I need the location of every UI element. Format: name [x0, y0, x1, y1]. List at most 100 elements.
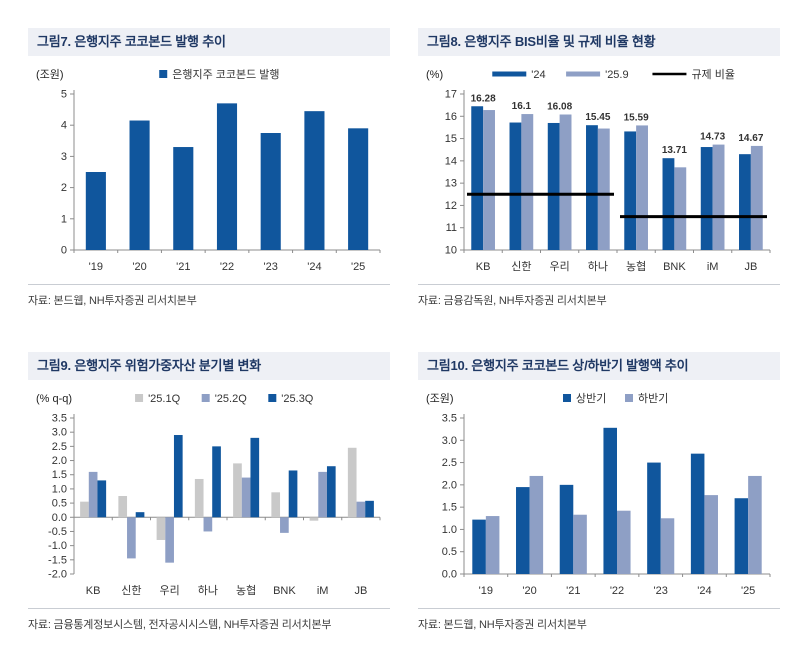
figure7-panel: 그림7. 은행지주 코코본드 발행 추이 0 1 2 3 4 5 '19 '20 '21 '22 '…	[28, 28, 390, 308]
svg-text:1.5: 1.5	[52, 469, 67, 481]
figure9-chart: -2.0 -1.5 -1.0 -0.5 0.0 0.5 1.0 1.5 2.0 2.5 3.0 3.5…	[28, 380, 390, 608]
svg-text:1.5: 1.5	[442, 502, 457, 514]
figure8-source: 자료: 금융감독원, NH투자증권 리서치본부	[418, 284, 780, 308]
svg-text:-0.5: -0.5	[48, 526, 67, 538]
svg-text:3: 3	[61, 151, 67, 163]
svg-text:10: 10	[445, 245, 457, 257]
svg-text:-1.0: -1.0	[48, 540, 67, 552]
svg-text:0: 0	[61, 245, 67, 257]
svg-text:4: 4	[61, 120, 67, 132]
svg-text:(%): (%)	[426, 69, 443, 81]
svg-text:14: 14	[445, 155, 457, 167]
svg-text:'21: '21	[176, 261, 190, 273]
svg-text:13.71: 13.71	[662, 145, 687, 156]
svg-text:-2.0: -2.0	[48, 569, 67, 581]
svg-text:5: 5	[61, 89, 67, 101]
svg-text:2.0: 2.0	[442, 479, 457, 491]
svg-text:0.5: 0.5	[442, 546, 457, 558]
svg-text:(조원): (조원)	[426, 392, 454, 405]
svg-text:KB: KB	[86, 585, 101, 597]
svg-text:3.5: 3.5	[442, 413, 457, 425]
svg-text:JB: JB	[744, 261, 757, 273]
svg-text:'23: '23	[264, 261, 278, 273]
svg-text:하나: 하나	[198, 583, 218, 597]
svg-text:'25.2Q: '25.2Q	[215, 393, 248, 405]
svg-text:하반기: 하반기	[638, 391, 668, 405]
svg-text:iM: iM	[317, 585, 329, 597]
svg-text:BNK: BNK	[663, 261, 686, 273]
svg-text:'23: '23	[654, 585, 668, 597]
svg-text:신한: 신한	[121, 584, 141, 597]
svg-text:JB: JB	[354, 585, 367, 597]
svg-text:16.08: 16.08	[547, 102, 572, 113]
svg-text:2.5: 2.5	[442, 457, 457, 469]
svg-text:'24: '24	[697, 585, 711, 597]
svg-text:'24: '24	[531, 69, 545, 81]
svg-text:13: 13	[445, 178, 457, 190]
svg-text:15.45: 15.45	[585, 112, 610, 123]
svg-text:상반기: 상반기	[576, 392, 606, 405]
svg-text:농협: 농협	[236, 584, 256, 597]
svg-text:iM: iM	[707, 261, 719, 273]
svg-text:'20: '20	[522, 585, 536, 597]
svg-text:16: 16	[445, 111, 457, 123]
svg-text:우리: 우리	[550, 260, 570, 273]
svg-text:'21: '21	[566, 585, 580, 597]
svg-text:11: 11	[446, 222, 457, 234]
figure10-chart: 0.0 0.5 1.0 1.5 2.0 2.5 3.0 3.5 '19 '20 '21 '22 '23 '…	[418, 380, 780, 608]
svg-text:16.28: 16.28	[471, 93, 496, 104]
svg-text:12: 12	[445, 200, 457, 212]
svg-text:'22: '22	[220, 261, 234, 273]
figure9-title: 그림9. 은행지주 위험가중자산 분기별 변화	[28, 352, 390, 380]
svg-text:'20: '20	[132, 261, 146, 273]
svg-text:(조원): (조원)	[36, 68, 64, 81]
svg-text:'22: '22	[610, 585, 624, 597]
figure10-source: 자료: 본드웹, NH투자증권 리서치본부	[418, 608, 780, 632]
svg-text:'25: '25	[741, 585, 755, 597]
figure7-source: 자료: 본드웹, NH투자증권 리서치본부	[28, 284, 390, 308]
figure7-title: 그림7. 은행지주 코코본드 발행 추이	[28, 28, 390, 56]
svg-text:하나: 하나	[588, 259, 608, 273]
figure9-source: 자료: 금융통계정보시스템, 전자공시시스템, NH투자증권 리서치본부	[28, 608, 390, 632]
svg-text:KB: KB	[476, 261, 491, 273]
svg-text:1.0: 1.0	[442, 524, 457, 536]
svg-text:농협: 농협	[626, 260, 646, 273]
svg-text:우리: 우리	[160, 584, 180, 597]
figure9-bar-chart: -2.0 -1.5 -1.0 -0.5 0.0 0.5 1.0 1.5 2.0 2.5 3.0 3.5…	[36, 393, 381, 597]
figure7-bar-chart: 0 1 2 3 4 5 '19 '20 '21 '22 '23 '24 '25 (조원) 은행지주 코코본드…	[36, 68, 381, 273]
svg-text:'24: '24	[307, 261, 321, 273]
svg-text:(% q-q): (% q-q)	[36, 393, 72, 405]
svg-text:3.0: 3.0	[442, 435, 457, 447]
svg-text:1: 1	[61, 213, 67, 225]
figure8-bar-chart: 10 11 12 13 14 15 16 17 KB 신한 우리 하나 농협 BNK iM JB 16.28 16…	[426, 68, 771, 273]
svg-text:17: 17	[445, 89, 457, 101]
figure8-panel: 그림8. 은행지주 BIS비율 및 규제 비율 현황 10 11 12 13 14 15 1…	[418, 28, 780, 308]
figure10-title: 그림10. 은행지주 코코본드 상/하반기 발행액 추이	[418, 352, 780, 380]
svg-text:-1.5: -1.5	[48, 554, 67, 566]
figure8-title: 그림8. 은행지주 BIS비율 및 규제 비율 현황	[418, 28, 780, 56]
figure9-panel: 그림9. 은행지주 위험가중자산 분기별 변화 -2.0 -1.5 -1.0 -0.5…	[28, 352, 390, 632]
svg-text:2.5: 2.5	[52, 441, 67, 453]
figure8-chart: 10 11 12 13 14 15 16 17 KB 신한 우리 하나 농협 BNK iM JB 16.28 16…	[418, 56, 780, 284]
svg-text:14.67: 14.67	[738, 133, 763, 144]
figure-grid: 그림7. 은행지주 코코본드 발행 추이 0 1 2 3 4 5'19'20'21'22 '…	[28, 28, 780, 632]
svg-text:0.0: 0.0	[52, 512, 67, 524]
svg-text:2.0: 2.0	[52, 455, 67, 467]
svg-text:규제 비율: 규제 비율	[691, 68, 735, 81]
svg-text:3.0: 3.0	[52, 427, 67, 439]
svg-text:'19: '19	[89, 261, 103, 273]
svg-text:1.0: 1.0	[52, 483, 67, 495]
svg-text:신한: 신한	[511, 260, 531, 273]
svg-text:은행지주 코코본드 발행: 은행지주 코코본드 발행	[172, 68, 279, 81]
figure7-chart: 0 1 2 3 4 5 '19 '20 '21 '22 '23 '24 '25 (조원) 은행지주 코코본드…	[28, 56, 390, 284]
svg-text:15: 15	[445, 133, 457, 145]
svg-text:'25.1Q: '25.1Q	[148, 393, 181, 405]
svg-text:'25: '25	[351, 261, 365, 273]
svg-text:16.1: 16.1	[512, 101, 532, 112]
svg-text:'25.3Q: '25.3Q	[281, 393, 314, 405]
svg-text:'19: '19	[479, 585, 493, 597]
svg-text:14.73: 14.73	[700, 132, 725, 143]
svg-text:0.5: 0.5	[52, 498, 67, 510]
svg-text:2: 2	[61, 182, 67, 194]
svg-text:BNK: BNK	[273, 585, 296, 597]
